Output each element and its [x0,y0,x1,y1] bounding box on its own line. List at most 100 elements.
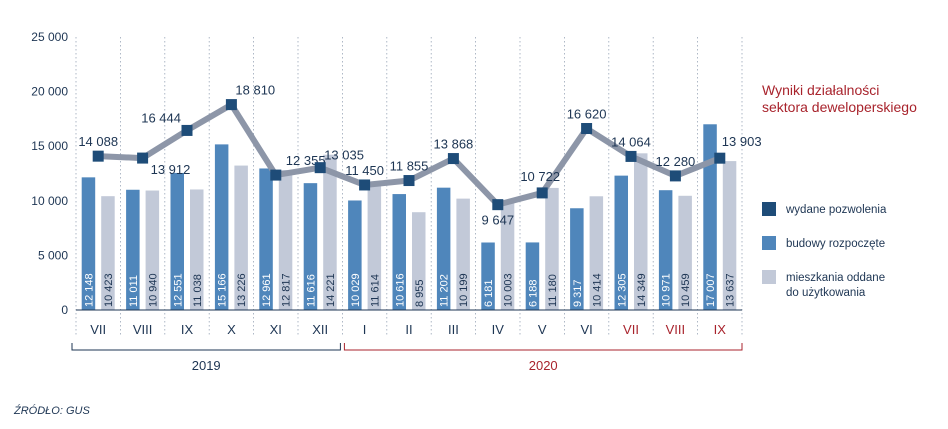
x-tick-label: VI [580,322,592,337]
bar-budowy [481,242,495,310]
bar-budowy-label: 11 011 [128,275,140,307]
legend-swatch-started [762,236,776,250]
y-tick-label: 25 000 [31,30,68,44]
line-marker [137,152,149,164]
bar-budowy [214,144,229,310]
year-bracket [343,343,743,351]
line-value-label: 16 444 [141,110,181,125]
bar-mieszkania-label: 11 614 [369,274,381,307]
bar-mieszkania-label: 11 038 [192,274,204,307]
bar-mieszkania [589,196,604,310]
x-axis: VII VIII IX X XI XII I II III IV V VI VII VIII IX [76,309,742,337]
bar-budowy-label: 9 317 [572,279,584,307]
x-tick-label: XII [312,322,328,337]
legend: wydane pozwolenia budowy rozpoczęte mies… [762,202,887,299]
chart-title-line-2: sektora deweloperskiego [762,99,917,115]
line-marker [181,124,193,136]
bar-budowy-label: 12 961 [261,273,273,307]
x-tick-label: V [538,322,547,337]
x-tick-label: IX [714,322,727,337]
line-value-label: 16 620 [567,107,607,122]
line-marker [359,179,371,191]
bar-mieszkania-label: 12 817 [281,273,293,307]
line-marker [625,150,637,162]
bar-budowy-label: 12 305 [616,273,628,307]
x-tick-label: II [405,322,412,337]
bar-mieszkania [101,196,115,310]
bar-budowy [259,168,273,310]
bar-mieszkania [678,195,692,310]
x-tick-label: IV [492,322,505,337]
bar-mieszkania-label: 10 199 [458,273,470,307]
line-marker [581,123,593,135]
line-value-label: 10 722 [520,169,560,184]
bar-budowy [126,189,140,310]
source-note: ŹRÓDŁO: GUS [13,404,90,417]
line-marker [92,150,104,162]
y-tick-label: 15 000 [31,139,68,153]
bar-budowy [81,177,96,310]
line-marker [714,152,726,164]
bar-mieszkania-label: 14 349 [636,273,648,307]
legend-swatch-line [762,202,776,216]
bar-budowy-label: 15 166 [217,273,229,307]
bar-mieszkania-label: 10 459 [680,273,692,307]
legend-label-completed-1: mieszkania oddane [786,272,885,284]
year-bracket [71,343,341,351]
bar-mieszkania [234,165,248,310]
y-axis: 25 000 20 000 15 000 10 000 5 000 0 [31,30,68,317]
bar-budowy-label: 11 202 [439,274,451,307]
bar-mieszkania [456,198,470,310]
line-marker [225,99,237,111]
bar-mieszkania [367,183,382,310]
y-tick-label: 0 [61,303,68,317]
bar-mieszkania-label: 10 414 [591,273,603,307]
bar-budowy [170,172,184,310]
y-tick-label: 10 000 [31,194,68,208]
bar-budowy [392,194,406,310]
bar-mieszkania [190,189,204,310]
line-marker [403,175,415,187]
x-tick-label: X [227,322,236,337]
bar-budowy [525,242,540,310]
bar-budowy [614,175,628,310]
bars: 12 148 10 423 11 011 10 940 12 551 11 038 15 1… [81,124,737,310]
line-value-label: 14 088 [78,134,118,149]
legend-label-started: budowy rozpoczęte [786,238,885,250]
bar-mieszkania-label: 14 221 [325,273,337,307]
year-brackets: 2019 2020 [71,343,743,373]
x-tick-label: VIII [133,322,153,337]
bar-mieszkania [545,187,559,310]
bar-budowy-label: 10 616 [394,273,406,307]
bar-budowy-label: 6 181 [483,279,495,307]
year-label: 2020 [529,358,558,373]
bar-budowy [436,187,451,310]
line-value-label: 11 450 [345,163,384,178]
bar-mieszkania-label: 10 940 [147,273,159,307]
line-value-label: 18 810 [235,83,275,98]
bar-mieszkania [500,200,515,310]
line-marker [536,187,548,199]
bar-budowy [570,208,584,310]
bar-budowy [348,200,362,310]
chart-title-line-1: Wyniki działalności [762,82,879,98]
legend-swatch-completed [762,270,776,284]
line-value-label: 13 868 [434,137,474,152]
line-value-label: 14 064 [611,134,651,149]
x-tick-label: III [448,322,459,337]
bar-mieszkania [634,153,648,310]
bar-mieszkania-label: 8 955 [414,279,426,307]
bar-budowy [658,190,673,310]
x-tick-label: VII [623,322,639,337]
line-value-label: 13 035 [324,148,364,163]
year-label: 2019 [192,358,221,373]
bar-mieszkania-label: 13 637 [725,273,737,307]
line-marker [314,162,326,174]
bar-mieszkania-label: 11 180 [547,274,559,307]
legend-label-line: wydane pozwolenia [785,204,887,216]
bar-mieszkania-label: 13 226 [236,273,248,307]
bar-budowy-label: 10 029 [350,273,362,307]
y-tick-label: 5 000 [38,248,68,262]
